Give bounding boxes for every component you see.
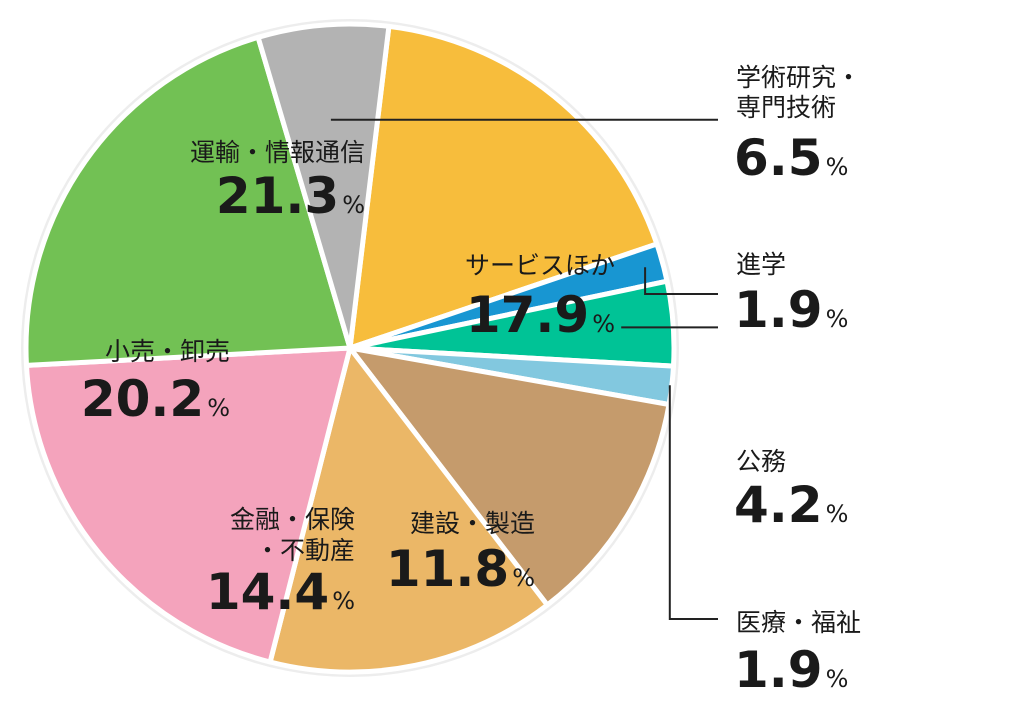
pie-slice [23,345,353,665]
slice-value-label: 1.9% [734,281,848,339]
slice-label: 公務 [736,447,786,476]
slice-label: 運輸・情報通信 [190,138,365,167]
pie-slice [255,21,392,351]
slice-label: サービスほか [465,251,615,280]
leader-line-iryou [668,385,718,620]
slice-value-label: 17.9% [466,286,615,344]
label-service: サービスほか 17.9% [465,251,615,344]
slice-value-label: 6.5% [734,129,848,187]
slice-value-label: 11.8% [386,540,535,598]
slice-value-label: 21.3% [216,167,365,225]
slice-label-line-1: 金融・保険 [230,505,355,534]
slice-label-line-2: 専門技術 [736,93,836,122]
label-iryou: 医療・福祉 1.9% [734,608,861,699]
slice-value-label: 14.4% [206,563,355,621]
pie-slice [347,345,672,608]
pie-slice [267,345,550,675]
label-kinyu: 金融・保険 ・不動産 14.4% [206,505,355,621]
slice-label: 建設・製造 [410,509,535,538]
pie-slices [21,19,679,677]
label-gakujutsu: 学術研究・ 専門技術 6.5% [734,63,861,187]
slice-value-label: 20.2% [81,370,230,428]
slice-label: 進学 [736,250,786,279]
label-kouri: 小売・卸売 20.2% [81,337,230,428]
slice-label-line-2: ・不動産 [255,536,355,565]
label-kensetsu: 建設・製造 11.8% [386,509,535,598]
pie-slice [23,34,353,368]
slice-label: 医療・福祉 [736,608,861,637]
slice-value-label: 4.2% [734,476,848,534]
slice-value-label: 1.9% [734,641,848,699]
slice-label: 小売・卸売 [105,337,230,366]
label-koumu: 公務 4.2% [734,447,848,534]
leader-lines [330,118,718,620]
label-unyu: 運輸・情報通信 21.3% [190,138,365,225]
leader-line-shingaku [644,267,718,295]
slice-label-line-1: 学術研究・ [736,63,861,92]
label-shingaku: 進学 1.9% [734,250,848,339]
